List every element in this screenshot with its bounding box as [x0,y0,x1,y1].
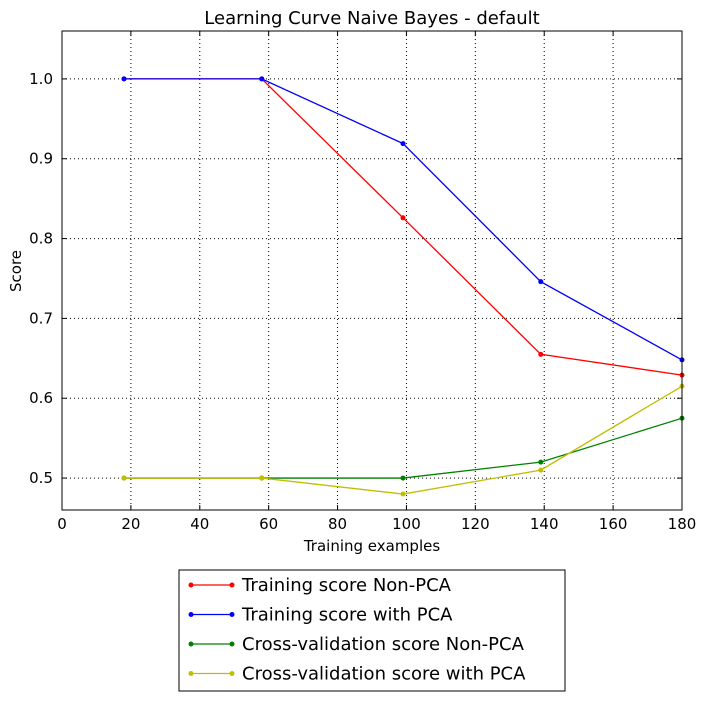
data-point [121,76,127,82]
x-tick-label: 160 [599,515,628,533]
y-tick-label: 0.6 [29,389,53,407]
legend-label: Cross-validation score with PCA [242,664,526,685]
y-tick-label: 0.7 [29,309,53,327]
grid-lines [61,31,683,510]
x-tick-label: 80 [328,515,347,533]
data-point [400,215,406,221]
legend-item: Cross-validation score Non-PCA [188,634,525,655]
legend-label: Training score with PCA [241,605,453,626]
data-point [121,475,127,481]
series-4 [121,383,685,497]
legend-frame [178,569,566,692]
series-layer [121,76,685,497]
legend-label: Training score Non-PCA [241,575,452,596]
legend-item: Cross-validation score with PCA [188,664,526,685]
y-tick-label: 0.9 [29,150,53,168]
x-tick-label: 20 [121,515,140,533]
x-tick-label: 0 [57,515,67,533]
series-line [124,78,683,376]
series-3 [121,415,685,481]
legend-items: Training score Non-PCA Training score wit… [188,575,526,685]
x-tick-label: 120 [461,515,490,533]
x-tick-label: 60 [259,515,278,533]
chart-title: Learning Curve Naive Bayes - default [204,8,539,29]
tick-labels: 0 20 40 60 80 100 120 140 160 180 0.5 0.6 0.7 0.8 0.9 1… [29,70,696,533]
data-point [538,351,544,357]
legend-item: Training score Non-PCA [188,575,452,596]
data-point [259,76,265,82]
data-point [538,467,544,473]
series-2 [121,76,685,363]
data-point [259,475,265,481]
legend-swatch-marker [188,582,194,588]
x-tick-label: 40 [190,515,209,533]
legend-label: Cross-validation score Non-PCA [242,634,525,655]
legend-swatch-marker [188,612,194,617]
data-point [538,279,544,285]
legend-swatch-marker [229,612,235,617]
legend-swatch-marker [229,641,235,647]
legend-swatch-marker [188,641,194,647]
plot-frame [61,30,683,511]
axis-ticks [61,31,683,510]
legend-swatch-marker [188,671,194,676]
data-point [538,459,544,465]
data-point [400,475,406,481]
series-1 [121,76,685,378]
data-point [400,141,406,147]
x-tick-label: 140 [530,515,559,533]
x-tick-label: 100 [392,515,421,533]
x-tick-label: 180 [668,515,697,533]
x-axis-label: Training examples [303,537,441,555]
legend-swatch-marker [229,582,235,588]
y-axis-label: Score [7,250,25,292]
data-point [400,491,406,497]
legend-swatch-marker [229,671,235,676]
y-tick-label: 1.0 [29,70,53,88]
legend-item: Training score with PCA [188,605,453,626]
y-tick-label: 0.5 [29,469,53,487]
series-line [124,417,683,479]
legend: Training score Non-PCA Training score wit… [178,569,566,692]
y-tick-label: 0.8 [29,230,53,248]
